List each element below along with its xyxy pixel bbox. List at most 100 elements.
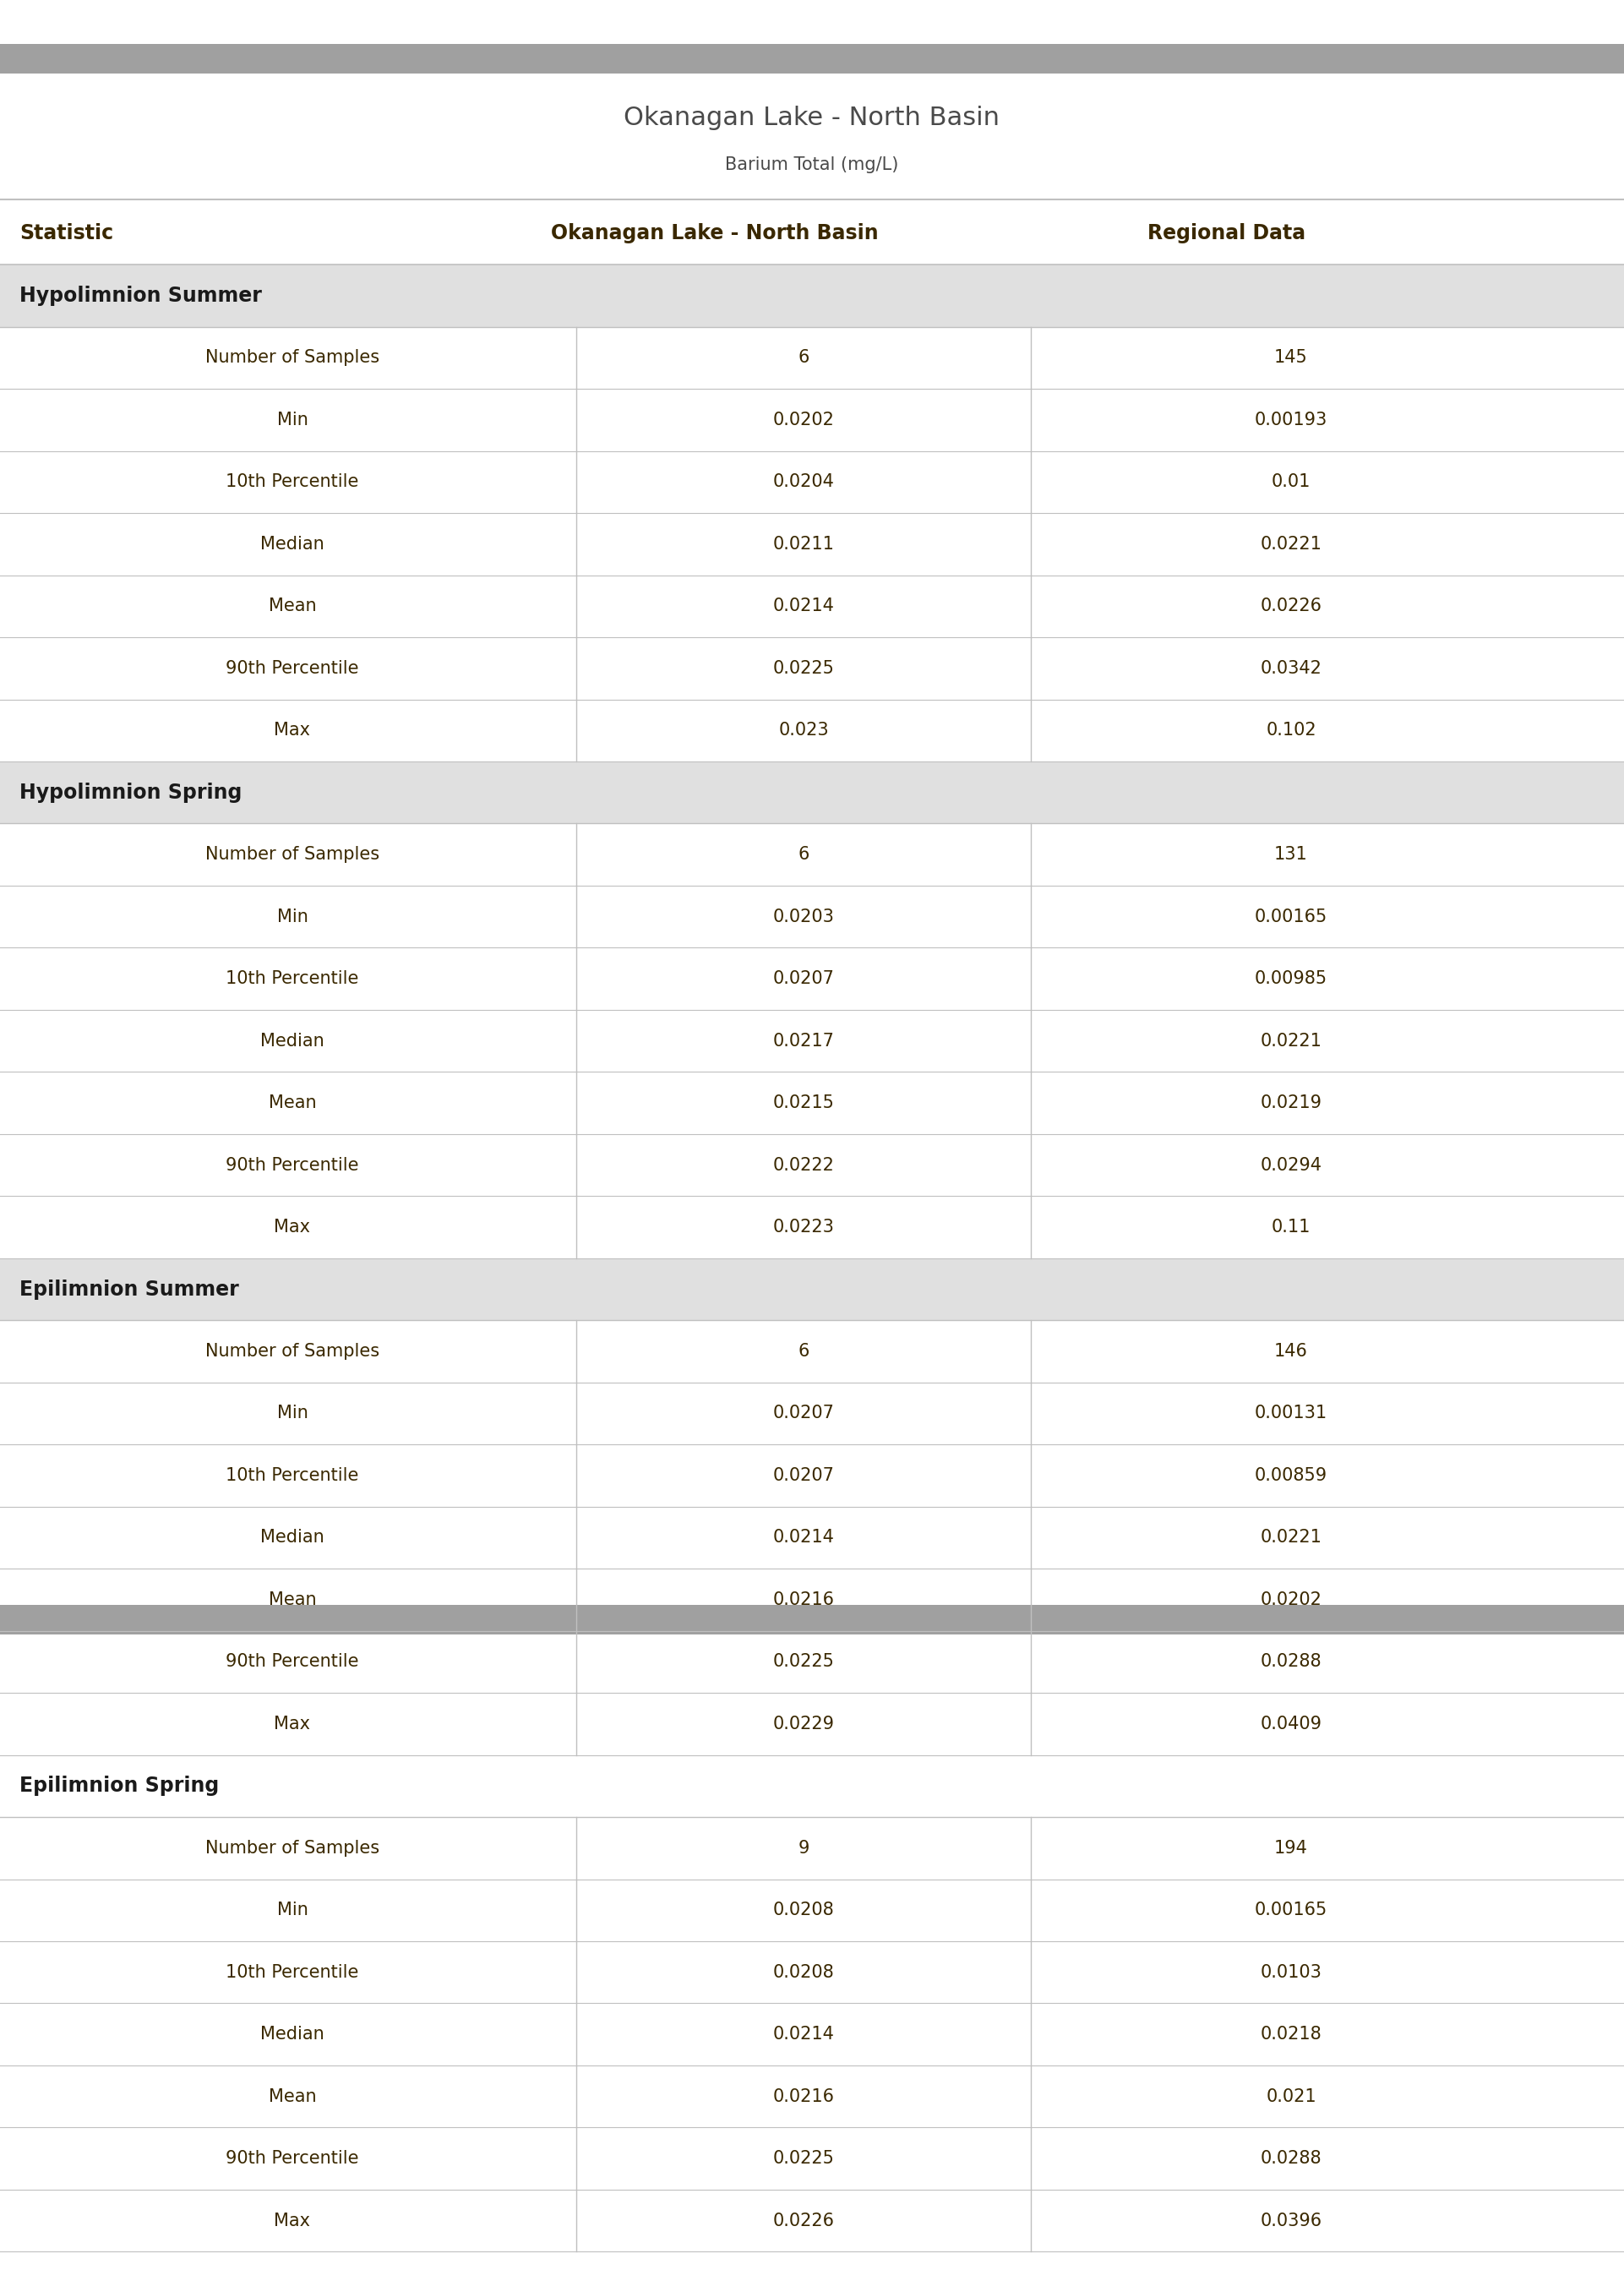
Text: 0.0221: 0.0221 xyxy=(1260,1530,1322,1546)
Text: Max: Max xyxy=(274,1716,310,1732)
FancyBboxPatch shape xyxy=(0,949,1624,1010)
Text: 0.0288: 0.0288 xyxy=(1260,2150,1322,2168)
FancyBboxPatch shape xyxy=(0,2004,1624,2066)
Text: 10th Percentile: 10th Percentile xyxy=(226,1466,359,1485)
Text: 0.0204: 0.0204 xyxy=(773,474,835,490)
Text: Min: Min xyxy=(276,411,309,429)
Text: 0.0216: 0.0216 xyxy=(773,1591,835,1607)
Text: 146: 146 xyxy=(1275,1344,1307,1360)
Text: Okanagan Lake - North Basin: Okanagan Lake - North Basin xyxy=(624,104,1000,129)
Text: Min: Min xyxy=(276,1902,309,1918)
Text: 0.00131: 0.00131 xyxy=(1255,1405,1327,1421)
Text: 0.01: 0.01 xyxy=(1272,474,1311,490)
FancyBboxPatch shape xyxy=(0,2066,1624,2127)
Text: Median: Median xyxy=(260,2025,325,2043)
Text: 0.0211: 0.0211 xyxy=(773,536,835,552)
Text: 0.0216: 0.0216 xyxy=(773,2088,835,2104)
Text: 0.0218: 0.0218 xyxy=(1260,2025,1322,2043)
FancyBboxPatch shape xyxy=(0,638,1624,699)
FancyBboxPatch shape xyxy=(0,1605,1624,1634)
Text: 0.0215: 0.0215 xyxy=(773,1094,835,1112)
FancyBboxPatch shape xyxy=(0,1196,1624,1258)
Text: 0.0223: 0.0223 xyxy=(773,1219,835,1235)
Text: Mean: Mean xyxy=(268,1094,317,1112)
Text: 0.00193: 0.00193 xyxy=(1255,411,1327,429)
Text: 6: 6 xyxy=(799,1344,809,1360)
Text: 0.023: 0.023 xyxy=(778,722,830,738)
Text: Max: Max xyxy=(274,1219,310,1235)
FancyBboxPatch shape xyxy=(0,513,1624,574)
Text: 0.0214: 0.0214 xyxy=(773,1530,835,1546)
FancyBboxPatch shape xyxy=(0,574,1624,638)
FancyBboxPatch shape xyxy=(0,43,1624,73)
Text: 0.0229: 0.0229 xyxy=(773,1716,835,1732)
Text: 131: 131 xyxy=(1275,847,1307,863)
FancyBboxPatch shape xyxy=(0,1010,1624,1071)
Text: 0.0214: 0.0214 xyxy=(773,597,835,615)
Text: 145: 145 xyxy=(1275,350,1307,365)
Text: 0.0202: 0.0202 xyxy=(773,411,835,429)
Text: 10th Percentile: 10th Percentile xyxy=(226,969,359,987)
Text: 10th Percentile: 10th Percentile xyxy=(226,474,359,490)
Text: 0.0409: 0.0409 xyxy=(1260,1716,1322,1732)
FancyBboxPatch shape xyxy=(0,1258,1624,1321)
FancyBboxPatch shape xyxy=(0,327,1624,388)
Text: 0.0225: 0.0225 xyxy=(773,661,835,676)
Text: 6: 6 xyxy=(799,350,809,365)
Text: 0.0208: 0.0208 xyxy=(773,1964,835,1982)
FancyBboxPatch shape xyxy=(0,452,1624,513)
FancyBboxPatch shape xyxy=(0,2191,1624,2252)
FancyBboxPatch shape xyxy=(0,1816,1624,1880)
Text: 0.0103: 0.0103 xyxy=(1260,1964,1322,1982)
Text: 0.0288: 0.0288 xyxy=(1260,1653,1322,1671)
Text: 0.00165: 0.00165 xyxy=(1255,1902,1327,1918)
Text: 0.00165: 0.00165 xyxy=(1255,908,1327,926)
Text: 90th Percentile: 90th Percentile xyxy=(226,1653,359,1671)
FancyBboxPatch shape xyxy=(0,824,1624,885)
Text: 10th Percentile: 10th Percentile xyxy=(226,1964,359,1982)
Text: Number of Samples: Number of Samples xyxy=(205,1344,380,1360)
FancyBboxPatch shape xyxy=(0,1507,1624,1569)
FancyBboxPatch shape xyxy=(0,1321,1624,1382)
FancyBboxPatch shape xyxy=(0,760,1624,824)
Text: Number of Samples: Number of Samples xyxy=(205,847,380,863)
Text: Mean: Mean xyxy=(268,597,317,615)
FancyBboxPatch shape xyxy=(0,1630,1624,1693)
Text: 0.11: 0.11 xyxy=(1272,1219,1311,1235)
Text: Epilimnion Summer: Epilimnion Summer xyxy=(19,1278,239,1298)
Text: 0.102: 0.102 xyxy=(1265,722,1317,738)
Text: 0.0219: 0.0219 xyxy=(1260,1094,1322,1112)
Text: 0.0217: 0.0217 xyxy=(773,1033,835,1049)
Text: 0.0208: 0.0208 xyxy=(773,1902,835,1918)
Text: 0.0214: 0.0214 xyxy=(773,2025,835,2043)
Text: 0.0207: 0.0207 xyxy=(773,1466,835,1485)
Text: 0.00985: 0.00985 xyxy=(1255,969,1327,987)
Text: 0.0396: 0.0396 xyxy=(1260,2213,1322,2229)
Text: 9: 9 xyxy=(799,1839,809,1857)
FancyBboxPatch shape xyxy=(0,1382,1624,1444)
Text: Epilimnion Spring: Epilimnion Spring xyxy=(19,1775,219,1796)
FancyBboxPatch shape xyxy=(0,699,1624,760)
Text: 194: 194 xyxy=(1275,1839,1307,1857)
FancyBboxPatch shape xyxy=(0,388,1624,452)
FancyBboxPatch shape xyxy=(0,1693,1624,1755)
Text: 6: 6 xyxy=(799,847,809,863)
Text: 0.0226: 0.0226 xyxy=(773,2213,835,2229)
Text: 0.0221: 0.0221 xyxy=(1260,536,1322,552)
Text: 90th Percentile: 90th Percentile xyxy=(226,661,359,676)
Text: 0.0294: 0.0294 xyxy=(1260,1158,1322,1174)
FancyBboxPatch shape xyxy=(0,1569,1624,1630)
Text: Number of Samples: Number of Samples xyxy=(205,350,380,365)
FancyBboxPatch shape xyxy=(0,1135,1624,1196)
FancyBboxPatch shape xyxy=(0,1444,1624,1507)
Text: Min: Min xyxy=(276,908,309,926)
Text: 0.0226: 0.0226 xyxy=(1260,597,1322,615)
Text: 0.0225: 0.0225 xyxy=(773,2150,835,2168)
Text: 0.021: 0.021 xyxy=(1265,2088,1317,2104)
FancyBboxPatch shape xyxy=(0,1071,1624,1135)
FancyBboxPatch shape xyxy=(0,885,1624,949)
Text: Max: Max xyxy=(274,2213,310,2229)
Text: 0.0342: 0.0342 xyxy=(1260,661,1322,676)
Text: 90th Percentile: 90th Percentile xyxy=(226,2150,359,2168)
Text: Number of Samples: Number of Samples xyxy=(205,1839,380,1857)
